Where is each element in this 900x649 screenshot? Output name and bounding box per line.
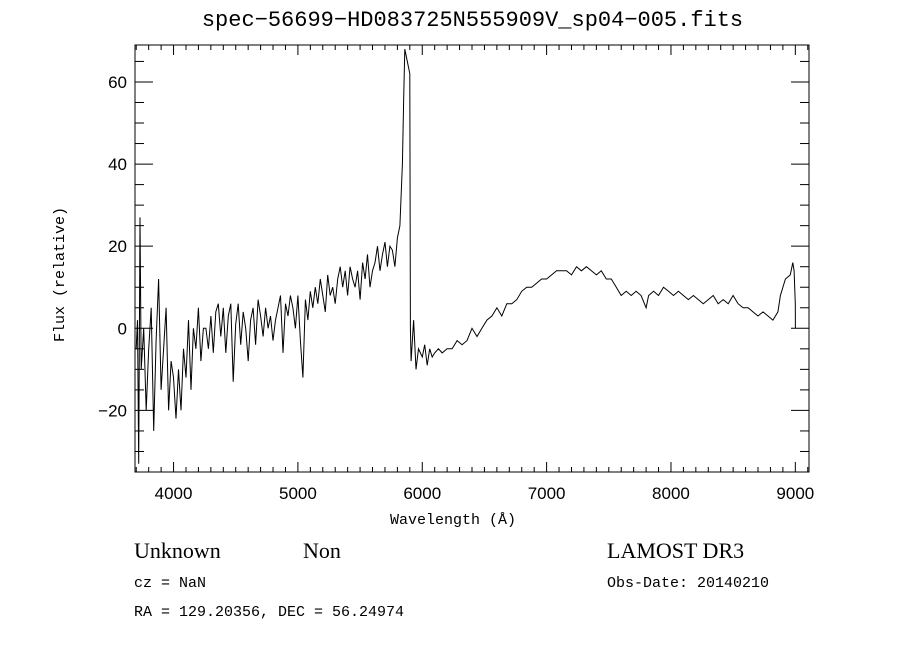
survey-name: LAMOST DR3: [607, 538, 745, 563]
x-tick-label: 4000: [155, 484, 193, 503]
y-tick-label: 60: [108, 73, 127, 92]
x-tick-label: 6000: [403, 484, 441, 503]
x-tick-label: 5000: [279, 484, 317, 503]
object-class: Unknown: [134, 538, 221, 563]
y-tick-label: −20: [98, 401, 127, 420]
x-tick-label: 9000: [776, 484, 814, 503]
coordinates: RA = 129.20356, DEC = 56.24974: [134, 604, 405, 621]
obs-date: Obs-Date: 20140210: [607, 575, 770, 592]
chart-title: spec−56699−HD083725N555909V_sp04−005.fit…: [201, 8, 744, 33]
x-tick-label: 7000: [528, 484, 566, 503]
object-subclass: Non: [303, 538, 341, 563]
y-tick-label: 40: [108, 155, 127, 174]
spectrum-line: [135, 49, 796, 464]
x-axis-label: Wavelength (Å): [390, 512, 517, 529]
redshift-cz: cz = NaN: [134, 575, 207, 592]
y-tick-label: 20: [108, 237, 127, 256]
y-axis-label: Flux (relative): [52, 206, 69, 342]
axes-frame: [134, 44, 810, 473]
y-tick-label: 0: [118, 319, 127, 338]
x-tick-label: 8000: [652, 484, 690, 503]
